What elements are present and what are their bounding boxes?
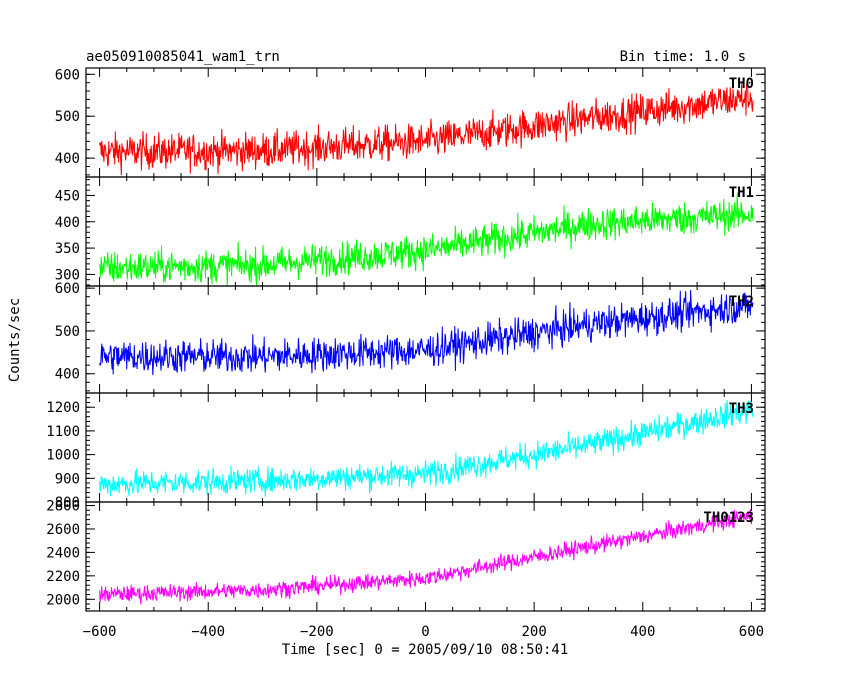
y-tick-label: 1200: [46, 400, 80, 416]
y-tick-label: 450: [55, 188, 80, 204]
y-tick-label: 500: [55, 109, 80, 125]
y-tick-label: 900: [55, 471, 80, 487]
x-axis-label: Time [sec] 0 = 2005/09/10 08:50:41: [282, 642, 569, 658]
panel-label: TH3: [729, 401, 754, 417]
panel-label: TH0123: [703, 510, 754, 526]
y-tick-label: 400: [55, 367, 80, 383]
y-tick-label: 300: [55, 267, 80, 283]
panel-label: TH1: [729, 185, 754, 201]
panel-th0: 400 500 600 TH0: [55, 67, 766, 178]
chart-title: ae050910085041_wam1_trn: [86, 49, 280, 65]
y-tick-label: 2200: [46, 569, 80, 585]
x-tick-label: −400: [191, 624, 225, 640]
series-line-th3: [99, 400, 754, 497]
y-tick-label: 600: [55, 281, 80, 297]
x-tick-label: −600: [83, 624, 117, 640]
panel-th3: 800 900 1000 1100 1200 TH3: [46, 392, 766, 511]
x-tick-label: 200: [521, 624, 546, 640]
panel-label: TH2: [729, 294, 754, 310]
series-line-th0: [99, 82, 754, 176]
y-tick-label: 1000: [46, 448, 80, 464]
x-tick-label: 600: [739, 624, 764, 640]
y-tick-label: 2800: [46, 499, 80, 515]
x-tick-label: 400: [630, 624, 655, 640]
x-tick-label: 0: [421, 624, 429, 640]
y-tick-label: 400: [55, 151, 80, 167]
panel-frame: [85, 285, 766, 394]
series-line-th2: [99, 289, 754, 376]
x-tick-label: −200: [300, 624, 334, 640]
y-tick-label: 2000: [46, 592, 80, 608]
y-tick-label: 2400: [46, 545, 80, 561]
y-tick-label: 1100: [46, 424, 80, 440]
y-tick-label: 800: [55, 495, 80, 511]
panel-label: TH0: [729, 76, 754, 92]
series-line-th1: [99, 192, 754, 286]
y-tick-label: 350: [55, 241, 80, 257]
panel-th0123: 2000 2200 2400 2600 2800 TH0123: [46, 499, 766, 612]
y-axis-label: Counts/sec: [7, 298, 23, 382]
y-tick-label: 500: [55, 324, 80, 340]
panel-th1: 300 350 400 450 TH1: [55, 176, 766, 287]
panel-frame: [85, 392, 766, 503]
panel-frame: [85, 67, 766, 178]
y-tick-label: 400: [55, 215, 80, 231]
panel-th2: 400 500 600 TH2: [55, 281, 766, 394]
series-line-th0123: [99, 509, 754, 605]
bin-time-label: Bin time: 1.0 s: [620, 49, 746, 65]
panels-group: 400 500 600 TH0 300 350 400 450 TH1 400 500 600 TH2 8…: [46, 67, 766, 640]
y-tick-label: 2600: [46, 522, 80, 538]
y-tick-label: 600: [55, 67, 80, 83]
